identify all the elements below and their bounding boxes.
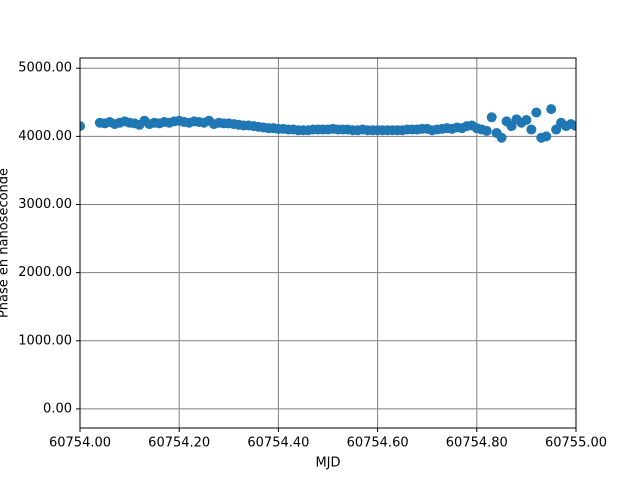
x-axis-label: MJD [315,456,340,471]
y-tick-label: 5000.00 [18,61,72,76]
y-axis-label: Phase en nanoseconde [0,168,12,318]
x-tick-label: 60754.40 [247,436,309,451]
plot-frame [79,57,577,429]
y-tick-label: 2000.00 [18,265,72,280]
point [521,115,532,126]
y-tick-label: 3000.00 [18,197,72,212]
y-tick-label: 4000.00 [18,129,72,144]
point [526,124,537,135]
point [541,131,552,142]
point [546,104,557,115]
point [531,107,542,118]
y-tick-label: 1000.00 [18,333,72,348]
point [80,121,85,132]
x-tick-label: 60755.00 [545,436,607,451]
x-tick-label: 60754.80 [446,436,508,451]
y-tick-label: 0.00 [43,401,72,416]
point [486,112,497,123]
point [481,125,492,136]
x-tick-label: 60754.20 [148,436,210,451]
point [571,121,576,132]
x-tick-label: 60754.60 [347,436,409,451]
point [496,132,507,143]
x-tick-label: 60754.00 [49,436,111,451]
